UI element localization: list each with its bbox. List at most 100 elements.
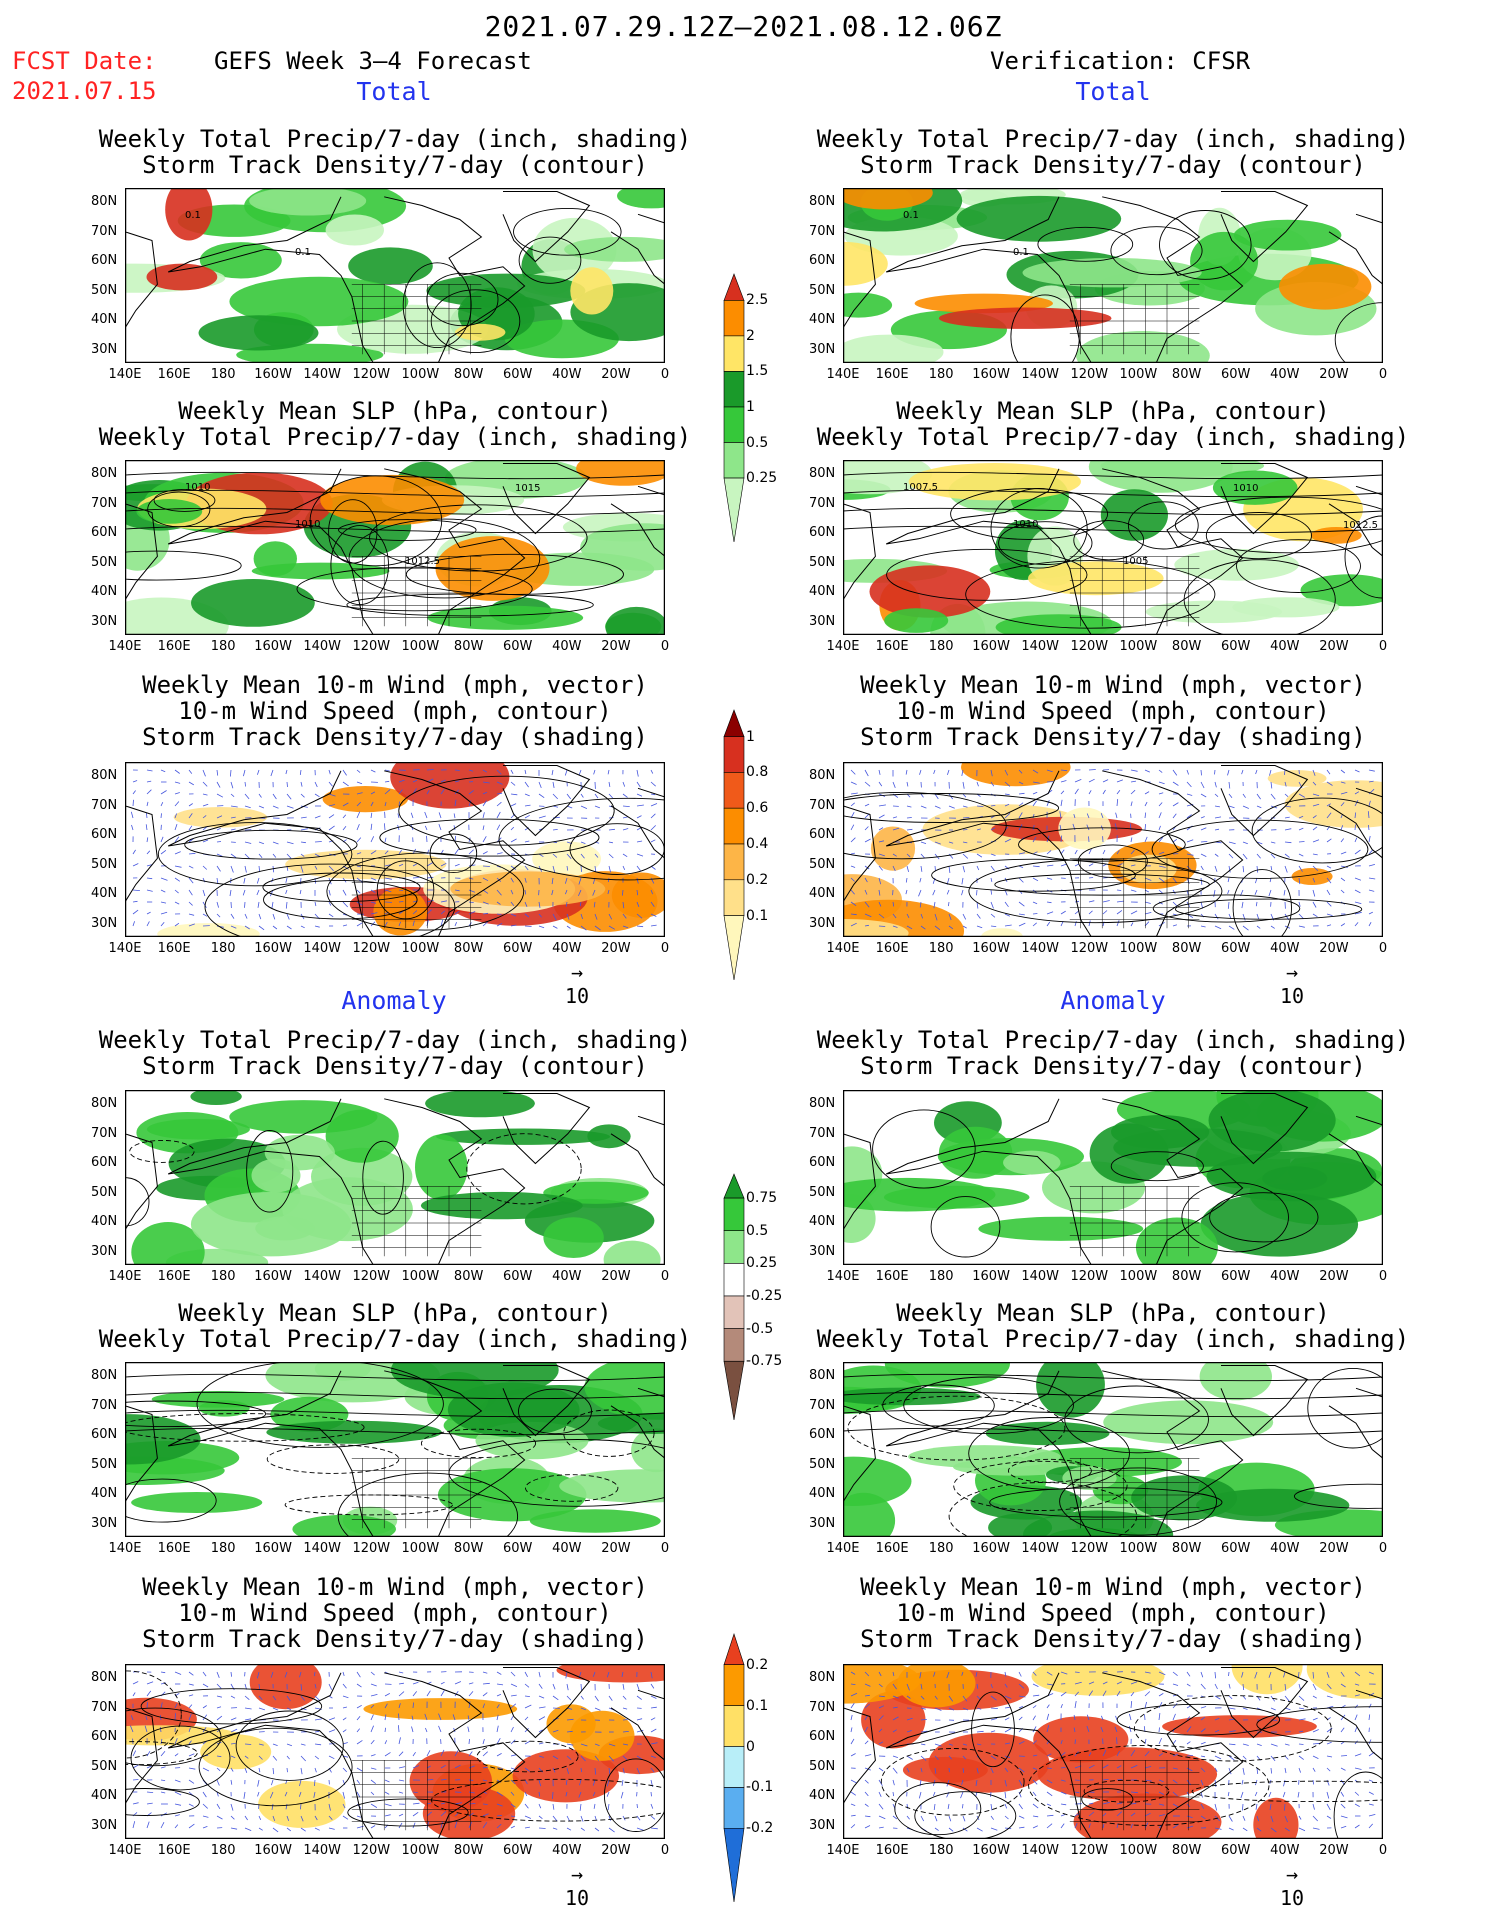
shading-blob: [425, 1090, 535, 1118]
lon-label: 160W: [972, 639, 1010, 654]
contours: [125, 1362, 665, 1537]
colorbar-tick-label: 0.1: [746, 1697, 769, 1714]
title-f-slp-anom: Weekly Mean SLP (hPa, contour) Weekly To…: [98, 1299, 692, 1353]
shading-blob: [435, 536, 550, 601]
coastlines: [125, 1093, 665, 1265]
shading-blob: [587, 1124, 631, 1149]
shading-blob: [529, 1509, 661, 1533]
shading-blob: [131, 1222, 205, 1265]
lat-label: 50N: [91, 554, 118, 570]
shading-blob: [415, 1134, 468, 1200]
map-panel-v-slp-anom: 80N 70N 60N 50N 40N 30N 140E 160E 180 160W 140W 120…: [809, 1362, 1387, 1556]
lon-label: 100W: [401, 1541, 440, 1556]
lat-label: 40N: [91, 886, 118, 901]
lon-label: 120W: [1070, 1541, 1109, 1556]
colorbar-tick-label: 0.4: [746, 836, 769, 852]
lon-label: 140E: [826, 1541, 860, 1556]
shading-blob: [611, 872, 665, 918]
lat-label: 60N: [809, 1155, 836, 1170]
colorbar-tick-label: 0.2: [746, 1656, 769, 1673]
shading-blob: [251, 1158, 301, 1193]
lon-label: 100W: [1119, 1541, 1158, 1556]
lon-label: 120W: [1070, 1843, 1109, 1858]
shading-blob: [1023, 1510, 1174, 1537]
shading-blob: [843, 460, 933, 495]
shading-blob: [437, 1468, 587, 1522]
lat-label: 30N: [809, 613, 836, 629]
contours: [843, 471, 1383, 635]
lon-label: 60W: [503, 639, 533, 654]
lat-label: 40N: [809, 1486, 836, 1501]
lat-label: 30N: [809, 1515, 836, 1531]
lon-label: 80W: [1171, 639, 1202, 654]
shading-blob: [198, 315, 319, 351]
lon-label: 100W: [1119, 367, 1158, 382]
shading-blob: [1062, 1466, 1117, 1490]
shading-blob: [870, 826, 916, 871]
lat-label: 30N: [91, 1817, 118, 1833]
lon-label: 0: [1378, 1843, 1388, 1858]
lon-label: 0: [1378, 1269, 1388, 1284]
shading-blob: [631, 1428, 665, 1473]
lat-label: 50N: [91, 856, 118, 872]
coastlines: [843, 191, 1383, 363]
shading-blob: [1291, 868, 1333, 885]
colorbar-precip-total: 2.5 2 1.5 1 0.5 0.25: [722, 272, 777, 550]
colorbar-tick-label: 1: [746, 399, 755, 415]
contours: [843, 1367, 1383, 1537]
colorbar-tick-label: 1: [746, 728, 755, 745]
coastlines: [125, 765, 665, 937]
lon-label: 160W: [254, 367, 292, 382]
lon-label: 140E: [108, 1843, 142, 1858]
shading-blob: [1306, 1664, 1383, 1699]
lon-label: 160W: [972, 1843, 1010, 1858]
title-v-slp-anom: Weekly Mean SLP (hPa, contour) Weekly To…: [816, 1299, 1410, 1353]
shading-blob: [255, 1216, 315, 1241]
shading-blob: [597, 1413, 665, 1434]
vector-ref-arrow-icon: →: [570, 960, 584, 984]
title-v-precip-total: Weekly Total Precip/7-day (inch, shading…: [816, 125, 1410, 179]
lon-label: 120W: [352, 1541, 391, 1556]
colorbar-tick-label: -0.1: [746, 1779, 774, 1796]
colorbar-tick-label: 0.8: [746, 764, 769, 781]
shading-blob: [1199, 1362, 1272, 1401]
lon-label: 140W: [1021, 1541, 1060, 1556]
map-panel-v-precip-anom: 80N 70N 60N 50N 40N 30N 140E 160E 180 160W 140W 120…: [809, 1090, 1387, 1284]
shading-blob: [580, 523, 665, 571]
lon-label: 60W: [503, 1843, 533, 1858]
lon-label: 140W: [303, 639, 342, 654]
lon-label: 180: [928, 941, 954, 956]
map-f-wind-anom: [125, 1664, 665, 1839]
lat-label: 30N: [91, 1243, 118, 1259]
title-v-wind-anom: Weekly Mean 10-m Wind (mph, vector) 10-m…: [860, 1573, 1366, 1653]
lat-label: 40N: [809, 1788, 836, 1803]
map-panel-v-slp-total: 1007.51010100510101012.5101580N70N60N50N…: [809, 460, 1387, 654]
shading-blob: [995, 614, 1122, 635]
lat-label: 60N: [91, 1729, 118, 1744]
lat-label: 50N: [809, 1758, 836, 1774]
lon-label: 140E: [108, 1541, 142, 1556]
vector-ref-v-total: → 10: [1262, 960, 1322, 1008]
vector-ref-value: 10: [564, 1886, 590, 1910]
lon-label: 160E: [157, 639, 191, 654]
lat-label: 70N: [91, 1699, 118, 1715]
title-f-precip-total: Weekly Total Precip/7-day (inch, shading…: [98, 125, 692, 179]
lat-label: 60N: [809, 1427, 836, 1442]
shading-blob: [988, 1513, 1053, 1537]
shading-blob: [200, 1734, 272, 1770]
lat-label: 30N: [91, 341, 118, 357]
map-panel-f-precip-total: 0.1 0.1 80N 70N 60N 50N 40N 30N 140E 160E 180 160W 1…: [91, 188, 669, 382]
lon-label: 40W: [552, 367, 582, 382]
shading-blob: [956, 195, 1122, 242]
lat-label: 80N: [809, 466, 836, 481]
lat-label: 40N: [809, 584, 836, 599]
contour-label: 0.1: [295, 247, 311, 258]
shading-blob: [1028, 561, 1164, 596]
colorbar-tick-label: -0.75: [746, 1353, 783, 1370]
shading-blob: [229, 276, 409, 327]
lon-label: 180: [210, 1843, 236, 1858]
map-f-precip-total: 0.1 0.1: [125, 188, 665, 363]
shading-blob: [436, 1128, 611, 1145]
lon-label: 20W: [601, 1269, 631, 1284]
lat-label: 40N: [91, 1788, 118, 1803]
